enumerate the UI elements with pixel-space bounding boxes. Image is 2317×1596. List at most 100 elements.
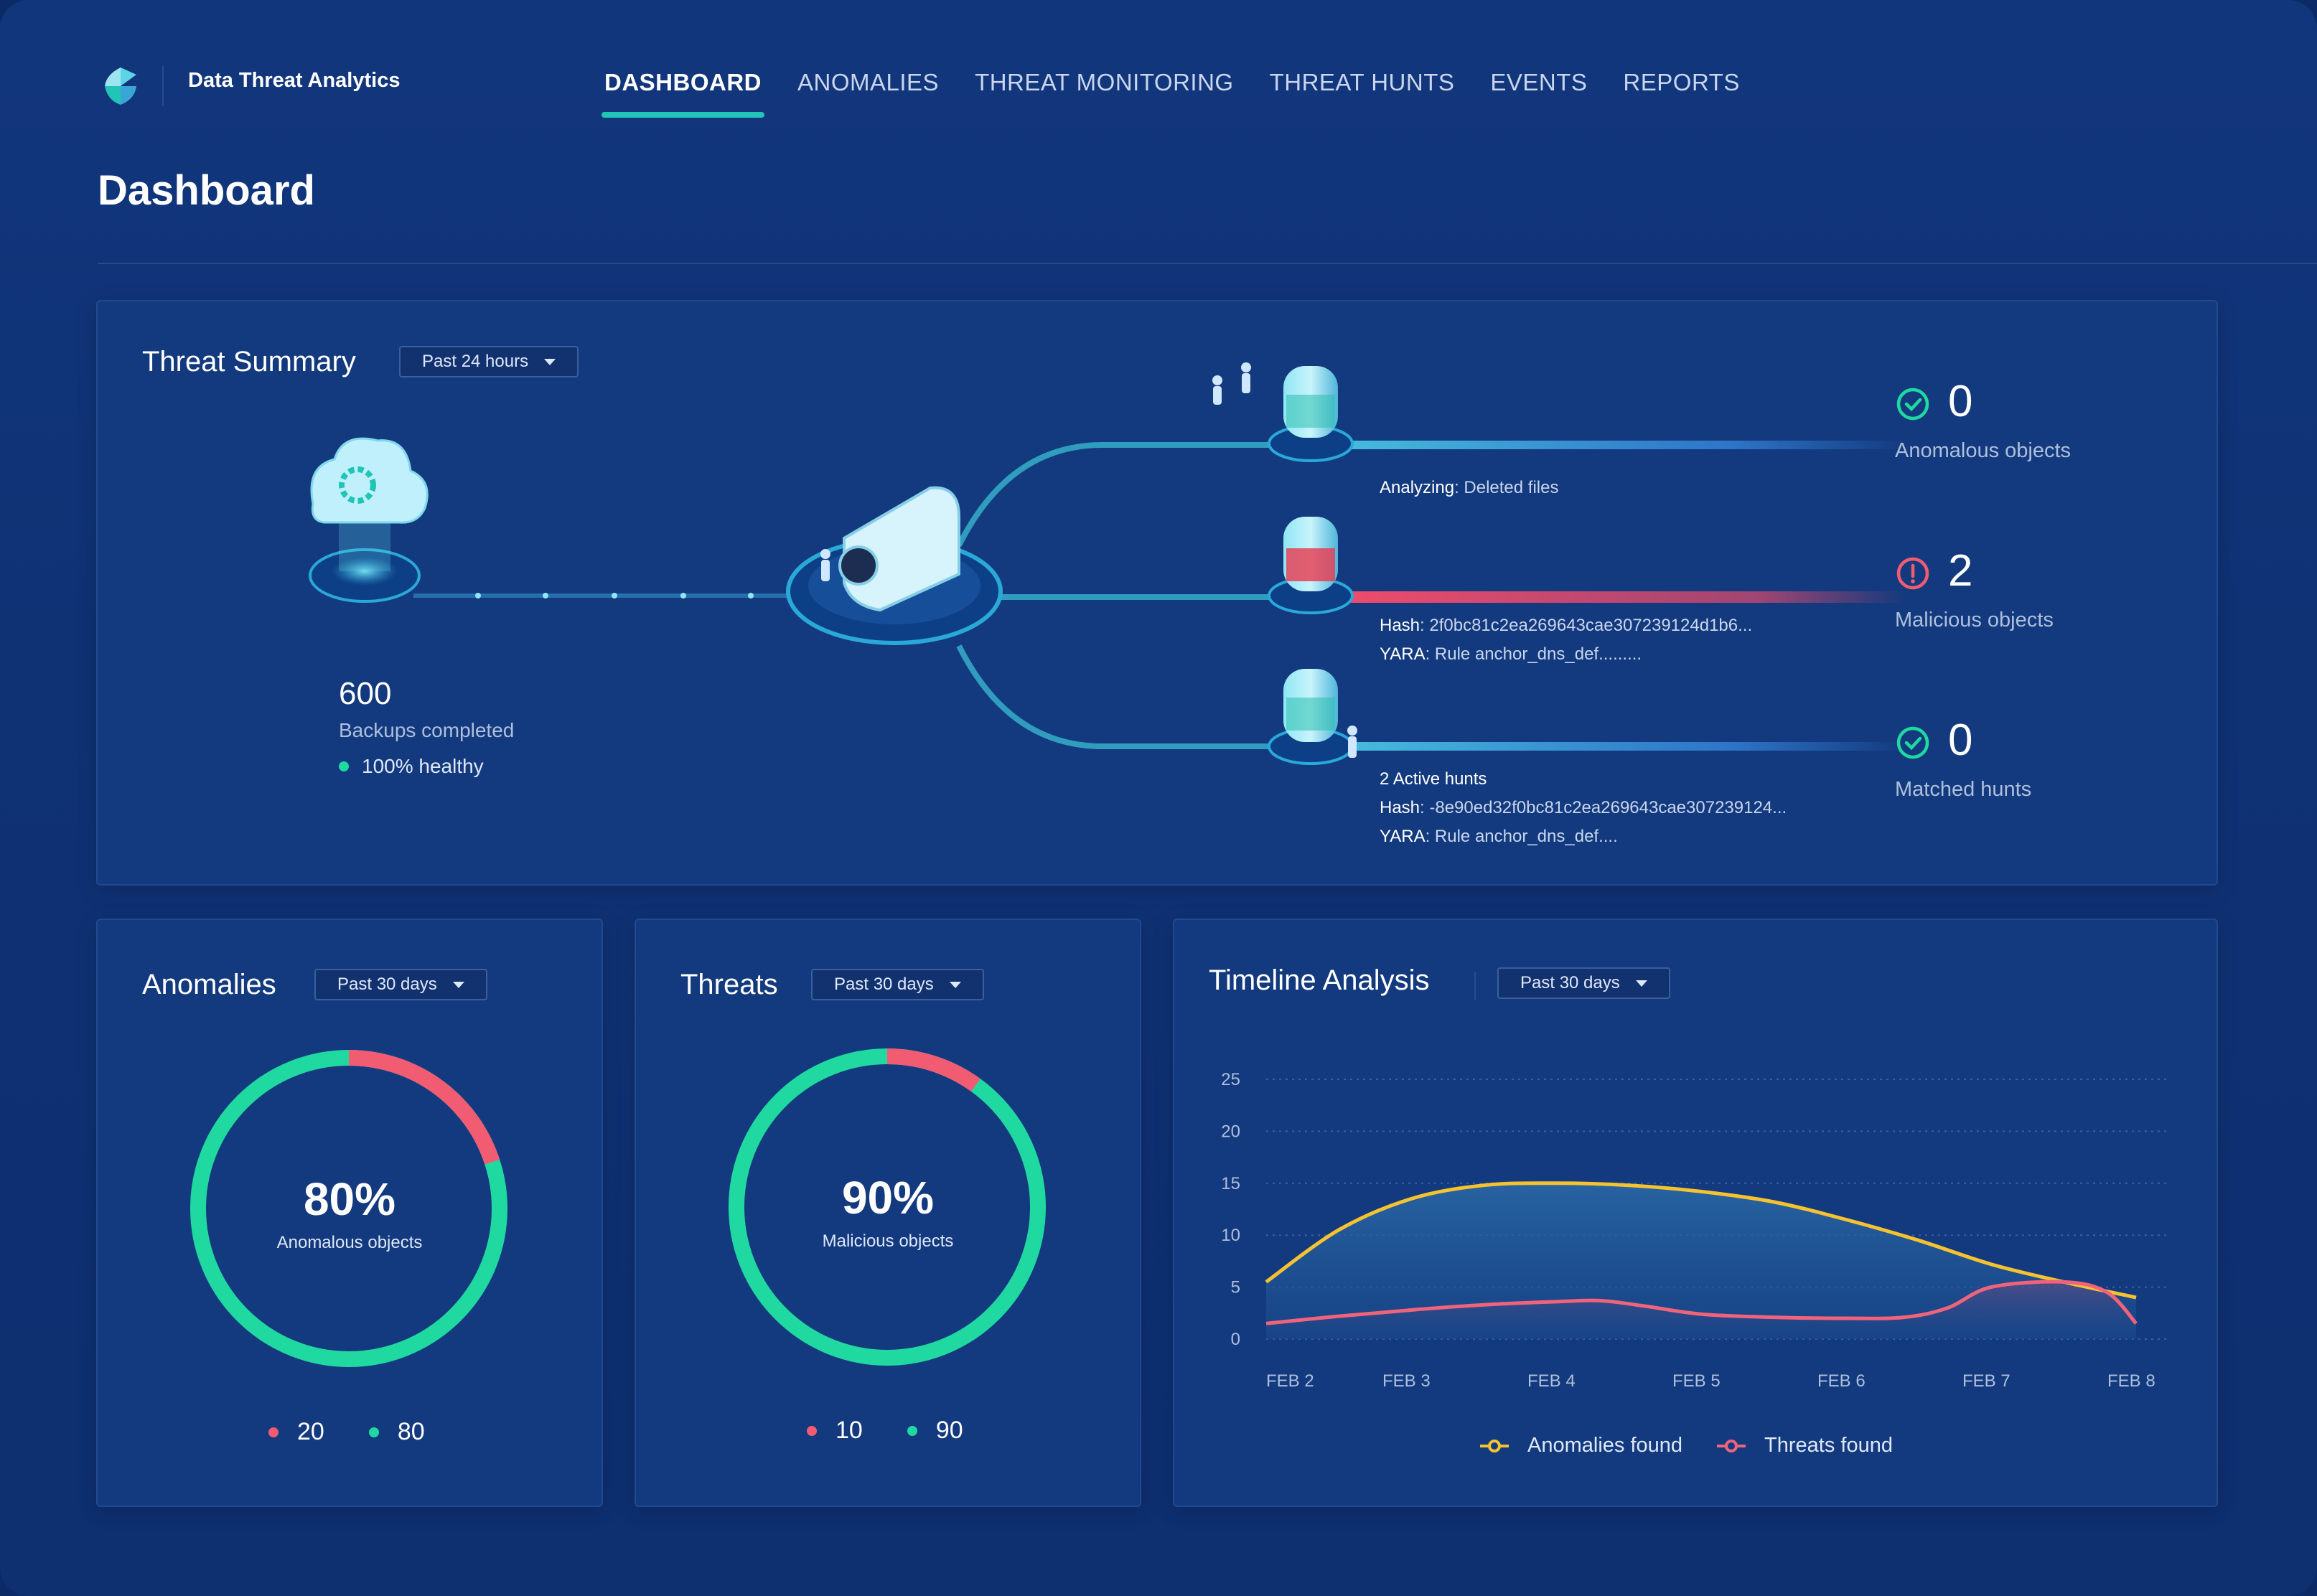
yara-key: YARA: [1380, 644, 1426, 664]
threats-green-value: 90: [935, 1417, 963, 1444]
active-hunts-text: 2 Active hunts: [1380, 769, 1487, 789]
anomalies-range-label: Past 30 days: [337, 975, 437, 994]
threats-red-value: 10: [835, 1417, 863, 1444]
threats-center: 90% Malicious objects: [636, 1171, 1140, 1252]
y-tick-label: 15: [1221, 1174, 1240, 1193]
title-divider: [98, 263, 2317, 264]
threats-donut: [729, 1048, 1046, 1366]
analyzing-key: Analyzing: [1380, 478, 1455, 497]
matched-hunts-label: Matched hunts: [1895, 778, 2032, 801]
anomalous-objects-count: 0: [1948, 377, 1973, 426]
y-tick-label: 5: [1231, 1278, 1240, 1297]
y-tick-label: 0: [1231, 1330, 1240, 1349]
x-tick-label: FEB 3: [1382, 1371, 1431, 1391]
anomalies-legend: 20 80: [268, 1418, 425, 1446]
threats-title: Threats: [680, 969, 778, 1000]
anomalies-line: [1265, 1181, 2137, 1300]
nav-anomalies[interactable]: ANOMALIES: [797, 69, 940, 95]
anomalies-caption: Anomalous objects: [276, 1233, 423, 1252]
green-dot: [368, 1427, 379, 1437]
threats-line: [1265, 1280, 2138, 1325]
x-tick-label: FEB 8: [2107, 1371, 2155, 1391]
backups-label: Backups completed: [339, 719, 515, 741]
cloud-icon: [310, 437, 429, 524]
nav-threat-hunts[interactable]: THREAT HUNTS: [1269, 69, 1455, 95]
timeline-title: Timeline Analysis: [1209, 964, 1430, 996]
pipeline-illustration: [309, 362, 1906, 765]
logo-icon: [105, 67, 136, 105]
nav-threat-monitoring[interactable]: THREAT MONITORING: [975, 69, 1234, 95]
x-tick-label: FEB 5: [1672, 1371, 1721, 1391]
main-nav: DASHBOARD ANOMALIES THREAT MONITORING TH…: [602, 69, 1776, 118]
chevron-down-icon: [1635, 980, 1647, 987]
hash-text: Hash: 2f0bc81c2ea269643cae307239124d1b6.…: [1380, 616, 1752, 636]
matched-hunts-count: 0: [1948, 715, 1973, 765]
cylinder-top: [1268, 366, 1354, 462]
anomalies-area: [1266, 1183, 2136, 1339]
malicious-objects-label: Malicious objects: [1895, 609, 2054, 632]
legend-anomalies-marker: [1480, 1439, 1509, 1452]
malicious-objects-count: 2: [1948, 546, 1973, 596]
cylinder-middle: [1268, 517, 1354, 614]
threats-percent: 90%: [841, 1172, 935, 1224]
summary-range-dropdown[interactable]: Past 24 hours: [399, 346, 579, 377]
timeline-chart: 0 5 10 15 20 25 FEB 2 FEB 3 FEB 4 FEB 5 FEB 6 FEB …: [1221, 1070, 2169, 1391]
hunt-yara-value: : Rule anchor_dns_def....: [1425, 827, 1618, 846]
branch-top: [956, 442, 1275, 547]
legend-anomalies-label: Anomalies found: [1527, 1434, 1683, 1457]
x-tick-label: FEB 7: [1962, 1371, 2011, 1391]
chevron-down-icon: [544, 358, 556, 365]
check-circle-icon: [1896, 388, 1929, 421]
light-beam-shape: [339, 517, 390, 571]
donut-red-arc: [729, 1048, 1046, 1366]
hunt-hash-text: Hash: -8e90ed32f0bc81c2ea269643cae307239…: [1380, 798, 1787, 818]
threats-caption: Malicious objects: [822, 1231, 954, 1251]
beam-bottom: [1318, 742, 1906, 751]
analyzing-text: Analyzing: Deleted files: [1380, 478, 1558, 498]
nav-events[interactable]: EVENTS: [1490, 69, 1588, 95]
threats-legend: 10 90: [807, 1417, 963, 1445]
red-dot: [807, 1425, 817, 1436]
anomalies-range-dropdown[interactable]: Past 30 days: [314, 969, 487, 1000]
beam-top: [1318, 441, 1906, 449]
anomalies-donut: [190, 1050, 507, 1367]
timeline-range-label: Past 30 days: [1520, 973, 1620, 992]
anomalies-card: Anomalies Past 30 days 80% Anomalous obj…: [96, 919, 603, 1507]
brand-divider: [162, 66, 164, 106]
legend-threats-marker: [1717, 1439, 1746, 1452]
legend-threats-label: Threats found: [1764, 1434, 1893, 1457]
nav-reports[interactable]: REPORTS: [1623, 69, 1740, 95]
title-divider: [1474, 972, 1476, 1000]
check-circle-icon: [1896, 726, 1929, 759]
x-tick-label: FEB 2: [1266, 1371, 1314, 1391]
threats-range-dropdown[interactable]: Past 30 days: [811, 969, 984, 1000]
chevron-down-icon: [949, 981, 961, 988]
gear-icon: [339, 466, 376, 504]
anomalies-green-value: 80: [397, 1418, 425, 1445]
timeline-legend: Anomalies found Threats found: [1480, 1434, 1893, 1457]
yara-value: : Rule anchor_dns_def.........: [1425, 644, 1642, 664]
chevron-down-icon: [452, 981, 464, 988]
hunt-yara-text: YARA: Rule anchor_dns_def....: [1380, 827, 1618, 847]
hunt-yara-key: YARA: [1380, 827, 1426, 846]
threat-summary-card: Threat Summary Past 24 hours: [96, 300, 2218, 886]
timeline-range-dropdown[interactable]: Past 30 days: [1497, 967, 1670, 999]
page-title: Dashboard: [98, 167, 315, 214]
people-icons: [820, 362, 1357, 758]
summary-range-label: Past 24 hours: [422, 352, 529, 371]
brand-title: Data Threat Analytics: [188, 69, 401, 92]
hash-value: : 2f0bc81c2ea269643cae307239124d1b6...: [1420, 616, 1753, 635]
x-tick-label: FEB 6: [1817, 1371, 1866, 1391]
backups-count: 600: [339, 676, 392, 711]
threat-summary-title: Threat Summary: [142, 346, 356, 377]
anomalies-center: 80% Anomalous objects: [98, 1173, 602, 1253]
green-dot: [907, 1425, 917, 1436]
backups-health: 100% healthy: [339, 755, 484, 778]
device-lens: [838, 545, 879, 586]
connector-dots: [475, 593, 754, 598]
red-dot: [268, 1427, 278, 1437]
top-bar: Data Threat Analytics DASHBOARD ANOMALIE…: [0, 0, 2317, 165]
threats-range-label: Past 30 days: [834, 975, 934, 994]
nav-dashboard[interactable]: DASHBOARD: [602, 69, 764, 118]
